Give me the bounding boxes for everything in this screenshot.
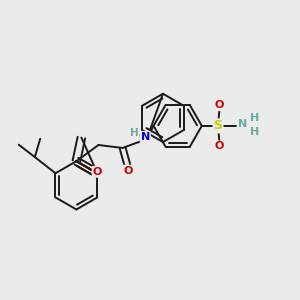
Text: N: N [141,132,150,142]
Text: O: O [93,167,102,177]
Text: O: O [215,142,224,152]
Text: S: S [214,119,223,132]
Text: H: H [250,112,260,123]
Text: N: N [238,119,247,129]
Text: H: H [250,127,260,137]
Text: O: O [123,166,133,176]
Text: O: O [215,100,224,110]
Text: H: H [130,128,139,138]
